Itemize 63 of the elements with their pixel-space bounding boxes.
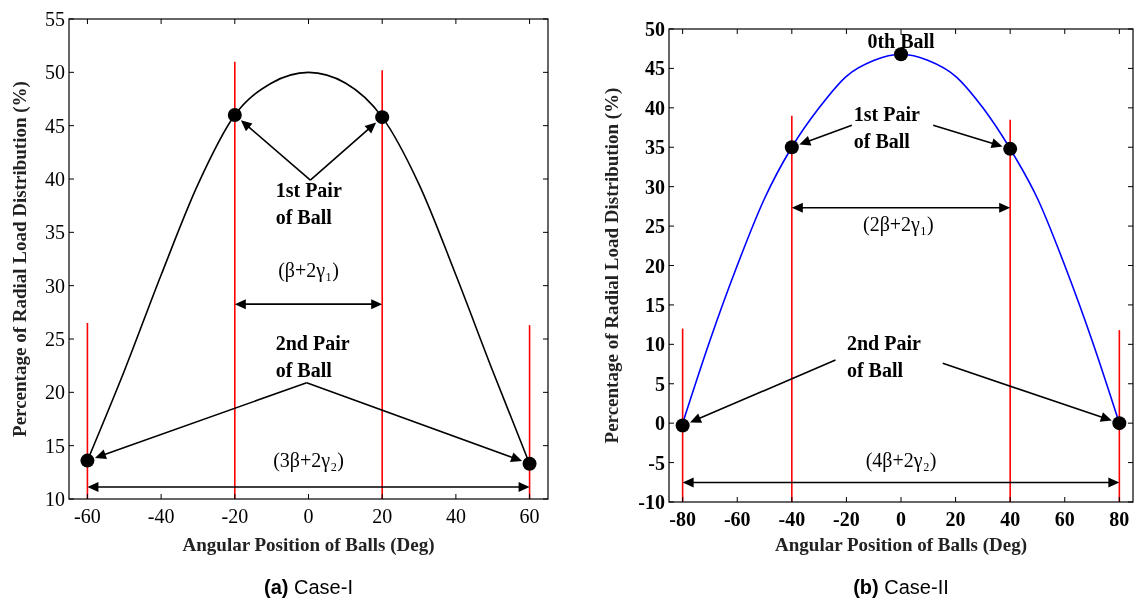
y-tick-label: 15 bbox=[45, 434, 65, 457]
annotation: (3β+2γ₂) bbox=[273, 449, 344, 472]
x-tick-label: 80 bbox=[1109, 508, 1130, 530]
y-tick-label: 20 bbox=[45, 381, 65, 404]
y-tick-label: 55 bbox=[45, 8, 65, 30]
x-tick-label: -60 bbox=[74, 505, 101, 527]
annotation: (β+2γ₁) bbox=[278, 259, 339, 283]
point bbox=[1003, 141, 1018, 156]
point bbox=[80, 453, 95, 468]
x-tick-label: 60 bbox=[1054, 508, 1075, 530]
x-tick-label: -40 bbox=[147, 505, 175, 527]
x-tick-label: -80 bbox=[669, 508, 696, 530]
y-tick-label: 30 bbox=[645, 175, 665, 198]
y-tick-label: 30 bbox=[45, 274, 65, 297]
annotation: 1st Pair of Ball bbox=[853, 103, 920, 153]
text: (a) Case-I bbox=[264, 576, 353, 598]
y-axis-title: Percentage of Radial Load Distribution (%) bbox=[9, 81, 31, 437]
x-tick-label: 40 bbox=[445, 505, 466, 527]
y-tick-label: 10 bbox=[45, 488, 65, 510]
x-axis-title: Angular Position of Balls (Deg) bbox=[775, 534, 1027, 556]
point bbox=[675, 418, 690, 433]
y-axis-title: Percentage of Radial Load Distribution (%) bbox=[601, 87, 623, 444]
y-tick-label: 25 bbox=[645, 215, 665, 238]
y-tick-label: -5 bbox=[648, 451, 665, 474]
point bbox=[784, 140, 799, 155]
y-tick-label: 5 bbox=[655, 372, 665, 395]
x-tick-label: 0 bbox=[303, 505, 314, 527]
point bbox=[375, 110, 390, 125]
y-tick-label: 35 bbox=[45, 221, 65, 244]
y-tick-label: 0 bbox=[655, 412, 665, 435]
x-tick-label: -60 bbox=[723, 508, 751, 530]
annotation: (2β+2γ₁) bbox=[862, 212, 934, 236]
y-tick-label: 45 bbox=[645, 57, 665, 80]
x-tick-label: 40 bbox=[1000, 508, 1021, 530]
x-axis-title: Angular Position of Balls (Deg) bbox=[182, 534, 435, 556]
y-tick-label: 50 bbox=[45, 61, 65, 84]
x-tick-label: -20 bbox=[833, 508, 860, 530]
y-tick-label: 20 bbox=[645, 254, 665, 277]
point bbox=[1112, 416, 1127, 431]
y-tick-label: 50 bbox=[645, 18, 665, 40]
y-tick-label: 25 bbox=[45, 328, 65, 350]
y-tick-label: 40 bbox=[45, 168, 65, 190]
y-tick-label: 40 bbox=[645, 96, 665, 119]
annotation: 2nd Pair of Ball bbox=[275, 331, 350, 381]
annotation: 0th Ball bbox=[867, 29, 936, 52]
x-tick-label: -40 bbox=[778, 508, 806, 530]
y-tick-label: 45 bbox=[45, 114, 65, 137]
point bbox=[227, 108, 242, 122]
y-tick-label: 35 bbox=[645, 136, 665, 159]
y-tick-label: 10 bbox=[645, 333, 665, 356]
annotation: 1st Pair of Ball bbox=[275, 179, 342, 229]
x-tick-label: 0 bbox=[896, 508, 906, 530]
x-tick-label: -20 bbox=[221, 505, 249, 527]
y-tick-label: 15 bbox=[645, 293, 665, 316]
annotation: 2nd Pair of Ball bbox=[846, 331, 921, 381]
annotation: (4β+2γ₂) bbox=[865, 448, 937, 472]
x-tick-label: 20 bbox=[372, 505, 393, 527]
x-tick-label: 20 bbox=[945, 508, 966, 530]
y-tick-label: -10 bbox=[638, 491, 665, 513]
x-tick-label: 60 bbox=[519, 505, 540, 527]
point bbox=[894, 47, 908, 62]
point bbox=[522, 456, 537, 471]
text: (b) Case-II bbox=[853, 576, 949, 598]
